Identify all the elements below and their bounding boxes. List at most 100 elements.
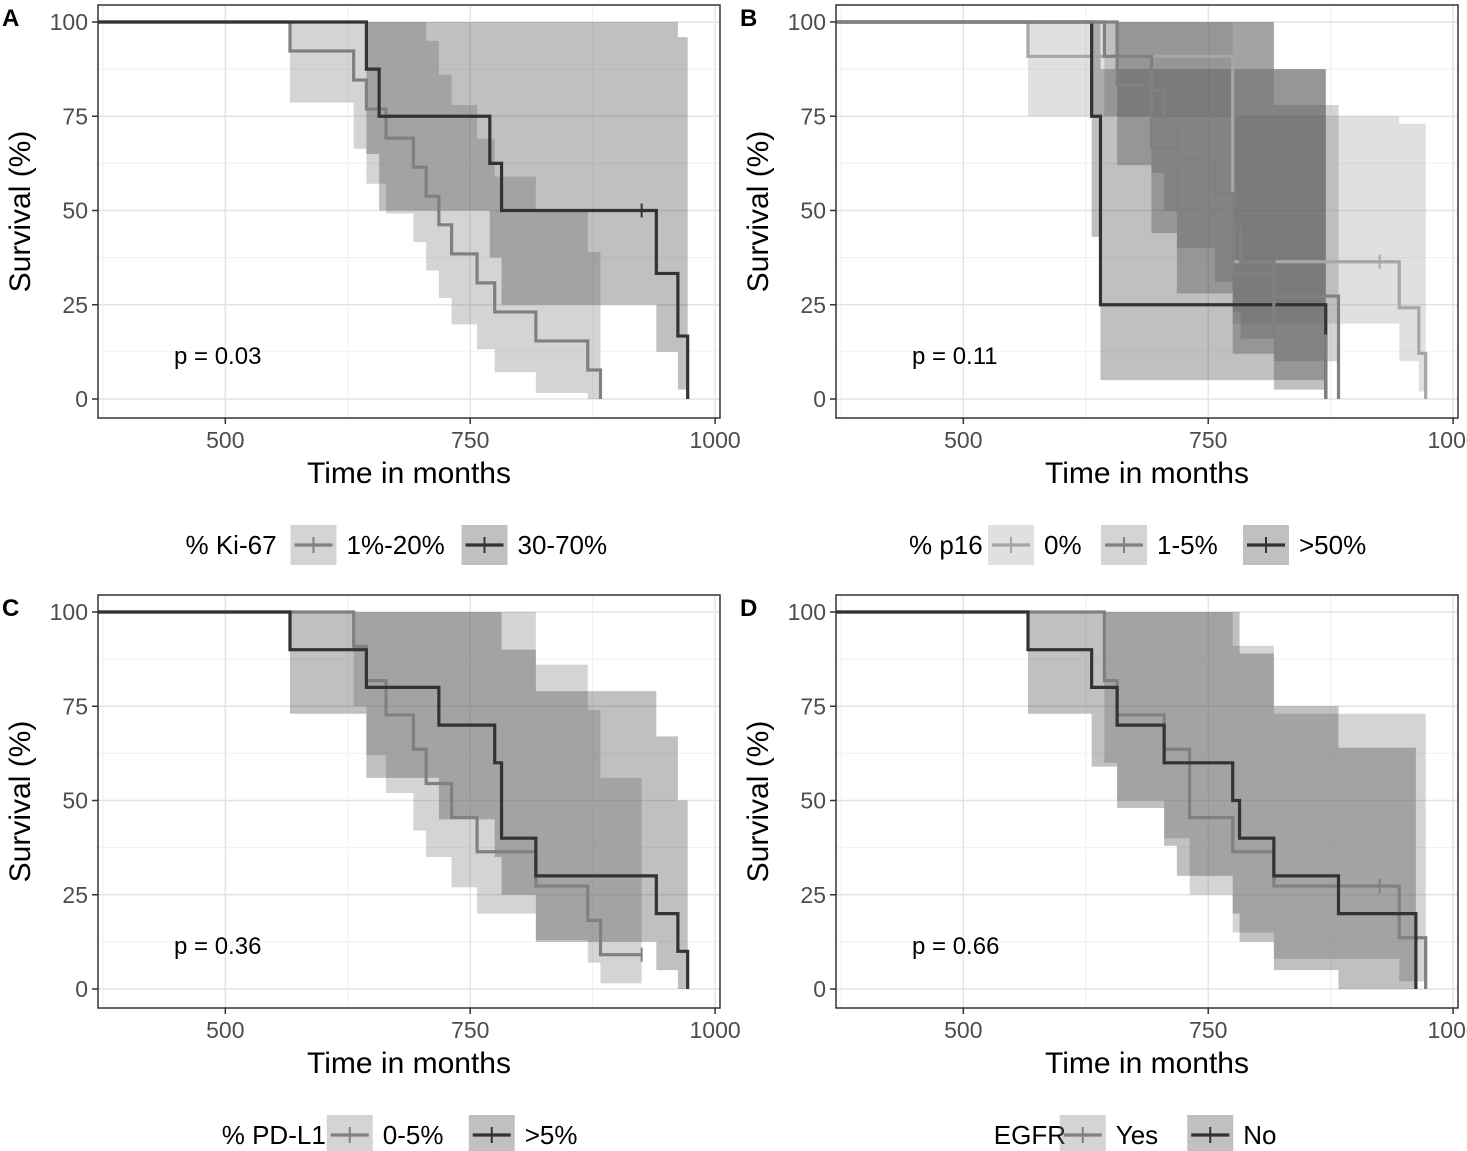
legend-label: 1%-20% [347, 530, 445, 560]
confidence-bands [98, 612, 688, 989]
plot-border [97, 594, 721, 1009]
y-axis-title: Survival (%) [742, 721, 775, 883]
p-value-annotation: p = 0.66 [912, 933, 999, 960]
legend-title: EGFR [994, 1120, 1066, 1150]
ci-band--5- [98, 612, 688, 989]
x-tick-label: 1000 [1428, 427, 1467, 453]
legend: % PD-L1 0-5% >5% [222, 1115, 578, 1151]
confidence-bands [836, 612, 1426, 989]
x-tick-label: 500 [944, 427, 982, 453]
y-tick-label: 50 [800, 198, 826, 224]
plot-area [98, 595, 720, 1008]
legend: % Ki-67 1%-20% 30-70% [186, 525, 608, 565]
y-tick-label: 75 [800, 103, 826, 129]
legend-label: 0-5% [383, 1120, 444, 1150]
p-value-annotation: p = 0.36 [174, 933, 261, 960]
legend-label: Yes [1116, 1120, 1158, 1150]
y-axis-title: Survival (%) [4, 721, 37, 883]
y-axis-title: Survival (%) [4, 131, 37, 293]
y-tick-label: 50 [62, 788, 88, 814]
legend-key-1-5-: 1-5% [1101, 525, 1218, 565]
y-tick-label: 25 [800, 292, 826, 318]
ci-band-30-70- [98, 22, 688, 399]
x-tick-label: 500 [206, 427, 244, 453]
legend-key-0-: 0% [988, 525, 1082, 565]
y-tick-label: 0 [75, 386, 88, 412]
x-tick-label: 500 [944, 1017, 982, 1043]
legend-label: >5% [525, 1120, 578, 1150]
legend-title: % PD-L1 [222, 1120, 326, 1150]
survival-line-30-70- [98, 20, 690, 399]
x-axis-title: Time in months [307, 457, 511, 490]
survival-curves [98, 610, 690, 989]
p-value-annotation: p = 0.03 [174, 343, 261, 370]
plot-area [836, 5, 1458, 418]
ci-band-no [836, 612, 1416, 989]
y-tick-label: 100 [50, 9, 88, 35]
y-tick-label: 100 [50, 599, 88, 625]
x-tick-label: 750 [451, 427, 489, 453]
survival-line-1-20- [98, 20, 603, 399]
survival-line-0- [836, 20, 1428, 399]
y-axis-title: Survival (%) [742, 131, 775, 293]
y-tick-label: 75 [800, 693, 826, 719]
y-tick-label: 25 [62, 882, 88, 908]
x-tick-label: 750 [1189, 1017, 1227, 1043]
panel-c: 0 25 50 75 100 500 750 1000 Time in months Surviv… [2, 594, 741, 1151]
panel-d: 0 25 50 75 100 500 750 1000 Time in months Surviv… [740, 594, 1467, 1151]
x-tick-label: 750 [1189, 427, 1227, 453]
ci-band-0-5- [98, 612, 642, 984]
y-tick-label: 50 [62, 198, 88, 224]
survival-curves [98, 20, 690, 399]
y-tick-label: 100 [788, 9, 826, 35]
legend-label: 0% [1044, 530, 1082, 560]
y-tick-label: 0 [813, 976, 826, 1002]
y-tick-label: 25 [800, 882, 826, 908]
survival-line--5- [98, 610, 690, 989]
plot-border [835, 4, 1459, 419]
ci-band-yes [836, 612, 1426, 989]
panel-b: 0 25 50 75 100 500 750 1000 Time in months Surviv… [740, 4, 1467, 565]
p-value-annotation: p = 0.11 [912, 343, 998, 370]
y-tick-label: 0 [75, 976, 88, 1002]
legend-key--5-: >5% [468, 1115, 578, 1151]
x-tick-label: 500 [206, 1017, 244, 1043]
survival-line-1-5- [836, 20, 1341, 399]
legend-label: >50% [1299, 530, 1366, 560]
legend-key-1-20-: 1%-20% [290, 525, 445, 565]
x-axis-title: Time in months [307, 1047, 511, 1080]
y-tick-label: 75 [62, 693, 88, 719]
panel-letter: D [740, 595, 757, 622]
panel-a: 0 25 50 75 100 500 750 1000 Time in months Surviv… [2, 4, 741, 565]
legend: EGFR Yes No [994, 1115, 1277, 1151]
legend-key-0-5-: 0-5% [326, 1115, 444, 1151]
survival-line-yes [836, 610, 1428, 989]
x-tick-label: 750 [451, 1017, 489, 1043]
legend-key-yes: Yes [1059, 1115, 1158, 1151]
x-axis-title: Time in months [1045, 1047, 1249, 1080]
panel-letter: A [2, 5, 19, 32]
legend-label: 1-5% [1157, 530, 1218, 560]
x-axis-title: Time in months [1045, 457, 1249, 490]
legend-key-no: No [1187, 1115, 1277, 1151]
y-tick-label: 25 [62, 292, 88, 318]
legend-label: 30-70% [518, 530, 608, 560]
survival-line--50- [836, 20, 1328, 399]
gridlines [98, 595, 720, 1008]
survival-curves [836, 610, 1428, 989]
survival-curves [836, 20, 1428, 399]
panel-letter: B [740, 5, 757, 32]
y-tick-label: 0 [813, 386, 826, 412]
plot-border [835, 594, 1459, 1009]
survival-line-no [836, 610, 1418, 989]
y-tick-label: 100 [788, 599, 826, 625]
legend-title: % p16 [909, 530, 983, 560]
legend-label: No [1243, 1120, 1276, 1150]
panel-letter: C [2, 595, 19, 622]
legend-key-30-70-: 30-70% [461, 525, 608, 565]
legend: % p16 0% 1-5% >50% [909, 525, 1366, 565]
plot-border [97, 4, 721, 419]
y-tick-label: 50 [800, 788, 826, 814]
legend-key--50-: >50% [1243, 525, 1366, 565]
